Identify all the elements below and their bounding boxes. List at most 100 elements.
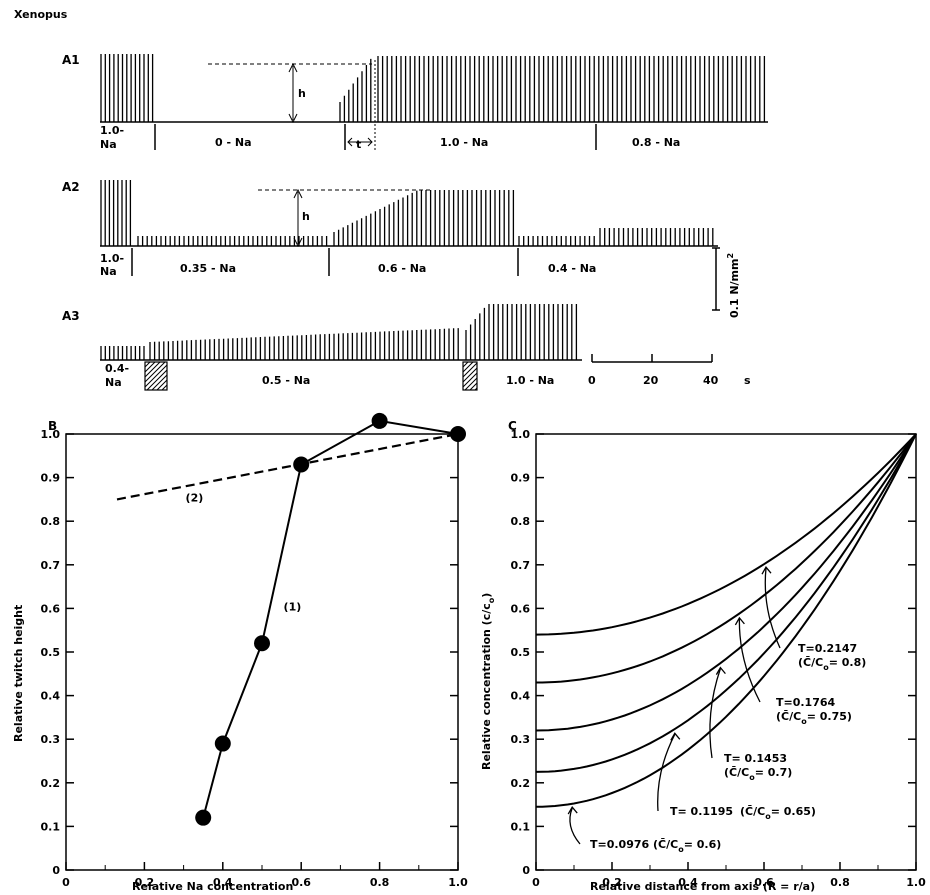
chart-c-label-T-4: T=0.0976: [590, 838, 650, 851]
chart-b-ytick-label-3: 0.3: [41, 733, 61, 746]
chart-b-point-5: [450, 426, 466, 442]
chart-c-arrowhead-1: [734, 616, 745, 626]
chart-c-ytick-label-5: 0.5: [511, 646, 531, 659]
a2-spikes-2: [137, 236, 328, 246]
chart-c-arrow-0: [764, 568, 781, 649]
a1-seg-1-line2: Na: [100, 138, 117, 151]
a1-spikes-1: [100, 54, 154, 122]
chart-b-series-2-label: (2): [186, 492, 204, 505]
panel-label-b: B: [48, 419, 57, 433]
chart-c-arrow-4: [569, 807, 581, 845]
panel-label-a3: A3: [62, 309, 80, 323]
chart-b-series-2-line: [116, 432, 459, 501]
time-scale-bar: 0 20 40 s: [588, 354, 751, 387]
a2-spikes-4: [518, 236, 595, 246]
chart-c-label-val-4: = 0.6): [684, 838, 722, 851]
force-scale-label: 0.1 N/mm: [728, 259, 741, 318]
a3-hatch-box-0: [144, 361, 168, 391]
chart-c-label-sub-0: o: [823, 663, 829, 672]
chart-c-ytick-label-6: 0.6: [511, 602, 531, 615]
chart-b-ytick-label-0: 0: [52, 864, 60, 877]
a3-seg-3: 1.0 - Na: [506, 374, 554, 387]
chart-b-ytick-label-10: 1.0: [41, 428, 61, 441]
chart-c-ytick-label-8: 0.8: [511, 515, 531, 528]
chart-b-series-1-label: (1): [284, 601, 302, 614]
chart-b-ytick-label-8: 0.8: [41, 515, 61, 528]
chart-c-xtick-label-1: 0.2: [602, 876, 622, 889]
a3-spikes-3: [465, 304, 578, 360]
chart-c-label-val-0: = 0.8): [829, 656, 867, 669]
chart-c-label-cbar-1: (C̄/Co= 0.75): [776, 710, 852, 726]
chart-b-ytick-label-1: 0.1: [41, 820, 61, 833]
a2-spikes-5: [599, 228, 714, 246]
time-unit: s: [744, 374, 751, 387]
chart-c-ytick-label-10: 1.0: [511, 428, 531, 441]
chart-b-xtick-label-4: 0.8: [370, 876, 390, 889]
chart-b-ylabel: Relative twitch height: [12, 605, 25, 742]
chart-b-ytick-label-2: 0.2: [41, 777, 61, 790]
chart-b-xtick-label-2: 0.4: [213, 876, 233, 889]
a3-seg-2: 0.5 - Na: [262, 374, 310, 387]
chart-c-arrow-1: [738, 618, 761, 703]
chart-b-frame: [65, 433, 459, 871]
panel-label-c: C: [508, 419, 517, 433]
chart-c-curve-1: [536, 433, 917, 684]
chart-b-ytick-label-9: 0.9: [41, 472, 61, 485]
a3-spikes-1: [100, 346, 145, 360]
a1-h-label: h: [298, 87, 306, 100]
chart-b-ytick-label-6: 0.6: [41, 602, 61, 615]
chart-c-xtick-label-0: 0: [532, 876, 540, 889]
a1-seg-1-line1: 1.0-: [100, 124, 124, 137]
a1-spikes-recovery: [339, 58, 372, 122]
a3-seg-1-line2: Na: [105, 376, 122, 389]
chart-c-curve-3: [535, 433, 917, 773]
chart-b-series-1-line: [202, 419, 459, 818]
chart-c-arrowhead-2: [715, 666, 726, 675]
a1-seg-3: 1.0 - Na: [440, 136, 488, 149]
chart-c-label-cbar-4: (C̄/Co= 0.6): [653, 838, 721, 854]
time-tick-0: 0: [588, 374, 596, 387]
chart-b-point-1: [214, 735, 231, 752]
chart-c-curve-4: [535, 433, 917, 808]
chart-c-label-cbar-3: (C̄/Co= 0.65): [740, 805, 816, 821]
chart-c-ytick-label-4: 0.4: [511, 690, 531, 703]
chart-b-point-3: [293, 456, 310, 473]
a2-seg-4: 0.4 - Na: [548, 262, 596, 275]
chart-c-ytick-label-2: 0.2: [511, 777, 531, 790]
chart-c-xlabel: Relative distance from axis (R = r/a): [590, 880, 815, 893]
force-scale-exp: 2: [726, 253, 735, 259]
a3-spikes-2: [149, 328, 459, 360]
a1-spikes-2: [377, 56, 766, 122]
chart-b-xtick-label-3: 0.6: [291, 876, 311, 889]
a2-h-label: h: [302, 210, 310, 223]
a2-seg-1-line1: 1.0-: [100, 252, 124, 265]
chart-c-label-sub-4: o: [678, 845, 684, 854]
chart-b-ytick-label-4: 0.4: [41, 690, 61, 703]
chart-c-ylabel: Relative concentration (c/co): [480, 593, 496, 770]
chart-c-label-T-1: T=0.1764: [776, 696, 836, 709]
chart-c-label-cbar-0: (C̄/Co= 0.8): [798, 656, 866, 672]
a2-seg-1-line2: Na: [100, 265, 117, 278]
chart-c-label-sub-3: o: [765, 812, 771, 821]
a3-hatch-lines-0: [144, 361, 168, 391]
chart-c-curve-0: [535, 433, 917, 636]
chart-c-label-T-0: T=0.2147: [798, 642, 857, 655]
chart-c-xtick-label-3: 0.6: [754, 876, 774, 889]
chart-c: 0 0.2 0.4 0.6 0.8 1.0 0 0.1 0.2 0.3 0.4 0.5 0.6 0.7 0.…: [511, 428, 927, 889]
chart-c-curve-2: [535, 433, 917, 732]
chart-c-ytick-label-7: 0.7: [511, 559, 531, 572]
a2-spikes-3: [333, 190, 515, 246]
force-scale-bar: 0.1 N/mm2: [712, 247, 741, 318]
chart-c-label-sub-1: o: [801, 717, 807, 726]
chart-b: 0 0.2 0.4 0.6 0.8 1.0 0 0.1 0.2 0.3 0.4 0.5 0.6 0.7 0.…: [41, 412, 468, 889]
chart-c-arrow-3: [657, 733, 676, 812]
a2-seg-3: 0.6 - Na: [378, 262, 426, 275]
chart-c-arrowhead-3: [670, 732, 681, 741]
chart-c-ytick-label-9: 0.9: [511, 472, 531, 485]
chart-c-ytick-label-3: 0.3: [511, 733, 531, 746]
a2-spikes-1: [100, 180, 132, 246]
chart-c-label-cbar-2: (C̄/Co= 0.7): [724, 766, 792, 782]
figure-title: Xenopus: [14, 8, 68, 21]
twitch-traces: [100, 54, 768, 391]
